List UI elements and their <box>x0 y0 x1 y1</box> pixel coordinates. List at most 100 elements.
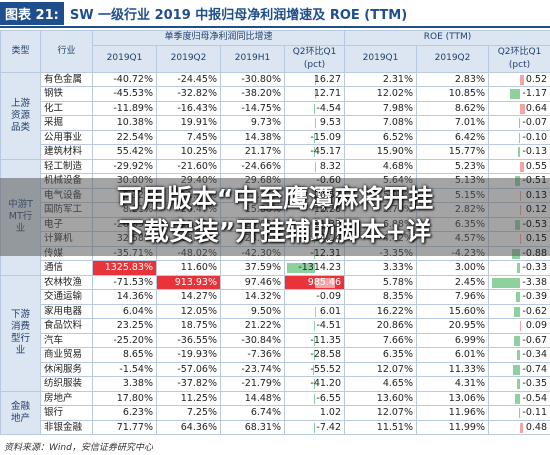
value-cell: 37.59% <box>220 260 285 276</box>
value-cell: -7.36% <box>220 347 285 363</box>
cell-value: 8.32 <box>319 160 342 172</box>
value-cell: -57.06% <box>156 361 221 377</box>
pct-cell: -0.54 <box>488 390 550 406</box>
cell-value: 0.12 <box>525 204 548 216</box>
industry-cell: 采掘 <box>40 115 93 131</box>
cell-value: -11.35 <box>310 334 342 346</box>
value-cell: -21.79% <box>220 376 285 392</box>
industry-cell: 公用事业 <box>40 129 93 145</box>
header-cell: 单季度归母净利润同比增速 <box>91 30 346 46</box>
cell-value: 6.01 <box>319 305 342 317</box>
data-bar <box>516 379 520 389</box>
value-cell: 7.45% <box>156 129 221 145</box>
pct-cell: -0.34 <box>488 347 550 363</box>
value-cell: 11.51% <box>344 419 418 435</box>
pct-cell: -0.62 <box>488 303 550 319</box>
value-cell: -37.82% <box>156 376 221 392</box>
pct-cell: -3.38 <box>488 274 550 290</box>
value-cell: 17.80% <box>92 390 157 406</box>
value-cell: -25.20% <box>92 332 157 348</box>
value-cell: 12.05% <box>156 303 221 319</box>
value-cell: 6.42% <box>416 129 490 145</box>
value-cell: 8.62% <box>416 100 490 116</box>
value-cell: 7.08% <box>344 115 418 131</box>
value-cell: 6.04% <box>92 303 157 319</box>
table-row: 纺织服装 3.38% -37.82% -21.79% -41.20 4.65% 4.31% -… <box>1 376 550 392</box>
industry-cell: 汽车 <box>40 332 93 348</box>
cell-value: 0.13 <box>525 189 548 201</box>
industry-cell: 食品饮料 <box>40 318 93 334</box>
data-bar <box>518 147 520 157</box>
table-row: 下游消费型行业 农林牧渔 -71.53% 913.93% 97.46% 985.46 5.7… <box>0 274 550 392</box>
pct-cell: 8.32 <box>283 158 346 174</box>
table-row: 家用电器 6.04% 12.05% 9.50% 6.01 16.22% 15.60% -0.6… <box>1 303 550 319</box>
value-cell: 3.00% <box>416 260 490 276</box>
figure-title: SW 一级行业 2019 中报归母净利润增速及 ROE (TTM) <box>69 7 408 23</box>
value-cell: 97.46% <box>220 274 285 290</box>
header-cell: 2019Q1 <box>92 44 157 73</box>
overlay-line: 下载安装”开挂辅助脚本+详 <box>118 217 432 246</box>
pct-cell: 0.64 <box>488 100 550 116</box>
value-cell: -21.60% <box>156 158 221 174</box>
industry-cell: 商业贸易 <box>40 347 93 363</box>
value-cell: 21.17% <box>220 144 285 160</box>
value-cell: 10.85% <box>416 86 490 102</box>
pct-cell: -1.17 <box>488 86 550 102</box>
cell-value: 1.02 <box>319 407 342 419</box>
value-cell: 7.96% <box>416 289 490 305</box>
title-bar: 图表 21: SW 一级行业 2019 中报归母净利润增速及 ROE (TTM) <box>0 0 550 28</box>
data-bar <box>519 74 524 85</box>
value-cell: 9.73% <box>220 115 285 131</box>
data-bar <box>313 350 315 360</box>
data-bar <box>314 277 336 288</box>
value-cell: 14.48% <box>220 390 285 406</box>
data-bar <box>509 89 520 99</box>
pct-cell: -0.09 <box>283 289 346 305</box>
industry-cell: 化工 <box>40 100 93 116</box>
value-cell: 2.83% <box>416 71 490 87</box>
industry-cell: 建筑材料 <box>40 144 93 160</box>
overlay-text: 可用版本“中至鹰潭麻将开挂 下载安装”开挂辅助脚本+详 <box>0 182 550 248</box>
cell-value: -0.07 <box>522 117 548 129</box>
value-cell: 7.98% <box>344 100 418 116</box>
cell-value: -0.60 <box>316 175 342 187</box>
value-cell: 6.23% <box>92 405 157 421</box>
value-cell: 64.36% <box>156 419 221 435</box>
value-cell: 15.90% <box>344 144 418 160</box>
data-bar <box>519 161 525 172</box>
value-cell: -16.43% <box>156 100 221 116</box>
cell-value: -0.10 <box>522 131 548 143</box>
industry-cell: 非银金融 <box>40 419 93 435</box>
header-cell: 类型 <box>0 30 41 73</box>
cell-value: -0.33 <box>522 262 548 274</box>
value-cell: 16.22% <box>344 303 418 319</box>
cell-value: -55.52 <box>310 363 342 375</box>
table-row: 建筑材料 55.42% 10.25% 21.17% -45.17 15.90% 15.77%… <box>1 144 550 160</box>
pct-cell: -0.33 <box>488 260 550 276</box>
pct-cell: 1.02 <box>283 405 346 421</box>
overlay-line: 可用版本“中至鹰潭麻将开挂 <box>116 184 434 213</box>
cell-value: -0.34 <box>522 349 548 361</box>
value-cell: 21.22% <box>220 318 285 334</box>
industry-cell: 钢铁 <box>40 86 93 102</box>
value-cell: 7.66% <box>344 332 418 348</box>
value-cell: 11.60% <box>156 260 221 276</box>
data-bar <box>519 103 525 114</box>
header-cell: ROE (TTM) <box>344 30 550 46</box>
cell-value: -14.14 <box>310 233 342 245</box>
pct-cell: -7.42 <box>283 419 346 435</box>
data-bar <box>514 306 520 317</box>
header-cell: Q2环比Q1 (pct) <box>488 44 550 73</box>
value-cell: 11.99% <box>416 419 490 435</box>
value-cell: 8.65% <box>92 347 157 363</box>
pct-cell: -55.52 <box>283 361 346 377</box>
data-bar <box>518 132 520 143</box>
table-row: 休闲服务 -1.54% -57.06% -23.74% -55.52 12.07% 11.3… <box>1 361 550 377</box>
cell-value: -0.53 <box>522 218 548 230</box>
value-cell: 15.60% <box>416 303 490 319</box>
data-bar <box>516 263 520 273</box>
value-cell: 12.07% <box>344 361 418 377</box>
value-cell: -40.72% <box>92 71 157 87</box>
data-bar <box>513 364 520 375</box>
header-row: 2019Q1 2019Q2 2019H1 Q2环比Q1 (pct) 2019Q1 2019… <box>1 44 550 73</box>
